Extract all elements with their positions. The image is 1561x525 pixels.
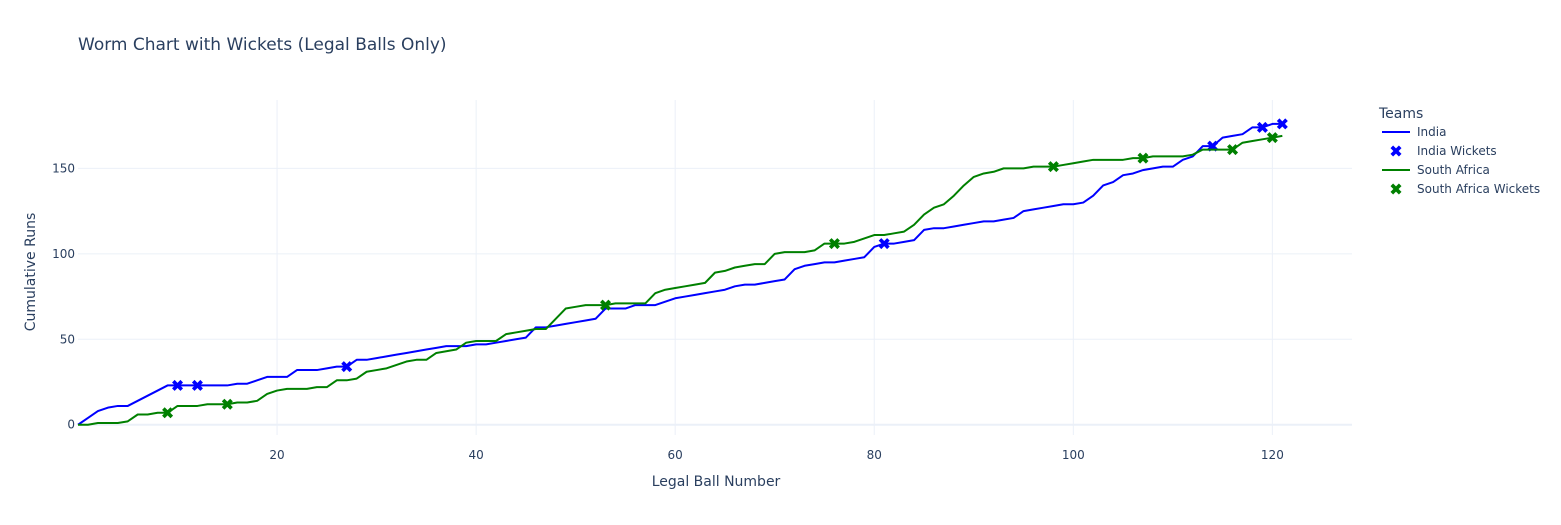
x-tick-label: 80 <box>867 448 882 462</box>
wicket-marker-india-wickets <box>191 379 203 391</box>
legend-swatch-india-wickets <box>1390 145 1402 157</box>
y-tick-label: 150 <box>52 161 75 175</box>
x-tick-label: 20 <box>269 448 284 462</box>
wicket-marker-south-africa-wickets <box>1047 161 1059 173</box>
wicket-marker-india-wickets <box>1256 121 1268 133</box>
legend-title: Teams <box>1378 106 1423 122</box>
grid-layer <box>78 100 1352 435</box>
wicket-marker-india-wickets <box>878 238 890 250</box>
wicket-marker-india-wickets <box>1276 118 1288 130</box>
x-axis-title: Legal Ball Number <box>652 474 781 490</box>
wicket-marker-south-africa-wickets <box>828 238 840 250</box>
chart-title: Worm Chart with Wickets (Legal Balls Onl… <box>78 35 447 55</box>
y-tick-label: 50 <box>60 332 75 346</box>
legend-swatch-south-africa-wickets <box>1390 183 1402 195</box>
legend-label-south-africa-wickets[interactable]: South Africa Wickets <box>1417 182 1540 196</box>
legend-label-india-wickets[interactable]: India Wickets <box>1417 144 1497 158</box>
series-layer <box>77 118 1288 426</box>
wicket-marker-south-africa-wickets <box>162 407 174 419</box>
legend-label-india[interactable]: India <box>1417 125 1446 139</box>
x-tick-label: 100 <box>1062 448 1085 462</box>
wicket-marker-south-africa-wickets <box>1137 152 1149 164</box>
wicket-marker-south-africa-wickets <box>221 398 233 410</box>
tick-layer: 20 40 60 80 100 120 0 50 100 150 <box>52 161 1284 462</box>
legend-label-south-africa[interactable]: South Africa <box>1417 163 1490 177</box>
wicket-marker-south-africa-wickets <box>1266 132 1278 144</box>
y-axis-title: Cumulative Runs <box>23 213 39 332</box>
x-tick-label: 120 <box>1261 448 1284 462</box>
wicket-marker-india-wickets <box>172 379 184 391</box>
y-tick-label: 0 <box>67 418 75 432</box>
x-tick-label: 60 <box>668 448 683 462</box>
legend: Teams India India Wickets South Africa Sout… <box>1378 106 1540 196</box>
x-tick-label: 40 <box>468 448 483 462</box>
series-line-india <box>77 122 1283 426</box>
wicket-marker-south-africa-wickets <box>1227 144 1239 156</box>
series-line-south-africa <box>78 134 1283 426</box>
wicket-marker-india-wickets <box>341 361 353 373</box>
y-tick-label: 100 <box>52 247 75 261</box>
wicket-marker-south-africa-wickets <box>600 299 612 311</box>
